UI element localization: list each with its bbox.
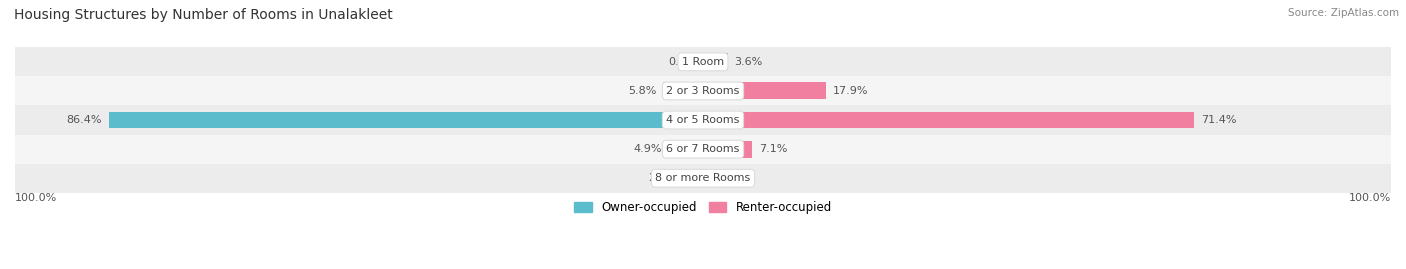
Bar <box>108 112 703 129</box>
Text: 0.0%: 0.0% <box>668 57 696 67</box>
Bar <box>15 105 1391 134</box>
Text: 0.0%: 0.0% <box>710 173 738 183</box>
Text: 5.8%: 5.8% <box>628 86 657 96</box>
Text: 71.4%: 71.4% <box>1201 115 1237 125</box>
Bar <box>703 53 728 70</box>
Bar <box>669 141 703 158</box>
Text: 2 or 3 Rooms: 2 or 3 Rooms <box>666 86 740 96</box>
Bar <box>15 47 1391 76</box>
Text: 4.9%: 4.9% <box>634 144 662 154</box>
Bar <box>683 170 703 187</box>
Text: 1 Room: 1 Room <box>682 57 724 67</box>
Text: Housing Structures by Number of Rooms in Unalakleet: Housing Structures by Number of Rooms in… <box>14 8 392 22</box>
Legend: Owner-occupied, Renter-occupied: Owner-occupied, Renter-occupied <box>569 196 837 219</box>
Bar <box>664 83 703 99</box>
Text: 17.9%: 17.9% <box>832 86 869 96</box>
Text: Source: ZipAtlas.com: Source: ZipAtlas.com <box>1288 8 1399 18</box>
Bar <box>703 112 1194 129</box>
Bar <box>703 141 752 158</box>
Bar <box>15 134 1391 164</box>
Text: 7.1%: 7.1% <box>759 144 787 154</box>
Bar <box>15 164 1391 193</box>
Text: 100.0%: 100.0% <box>1348 193 1391 203</box>
Text: 2.9%: 2.9% <box>648 173 676 183</box>
Text: 6 or 7 Rooms: 6 or 7 Rooms <box>666 144 740 154</box>
Bar <box>703 83 827 99</box>
Bar <box>15 76 1391 105</box>
Text: 100.0%: 100.0% <box>15 193 58 203</box>
Text: 8 or more Rooms: 8 or more Rooms <box>655 173 751 183</box>
Text: 4 or 5 Rooms: 4 or 5 Rooms <box>666 115 740 125</box>
Text: 3.6%: 3.6% <box>735 57 763 67</box>
Text: 86.4%: 86.4% <box>66 115 101 125</box>
